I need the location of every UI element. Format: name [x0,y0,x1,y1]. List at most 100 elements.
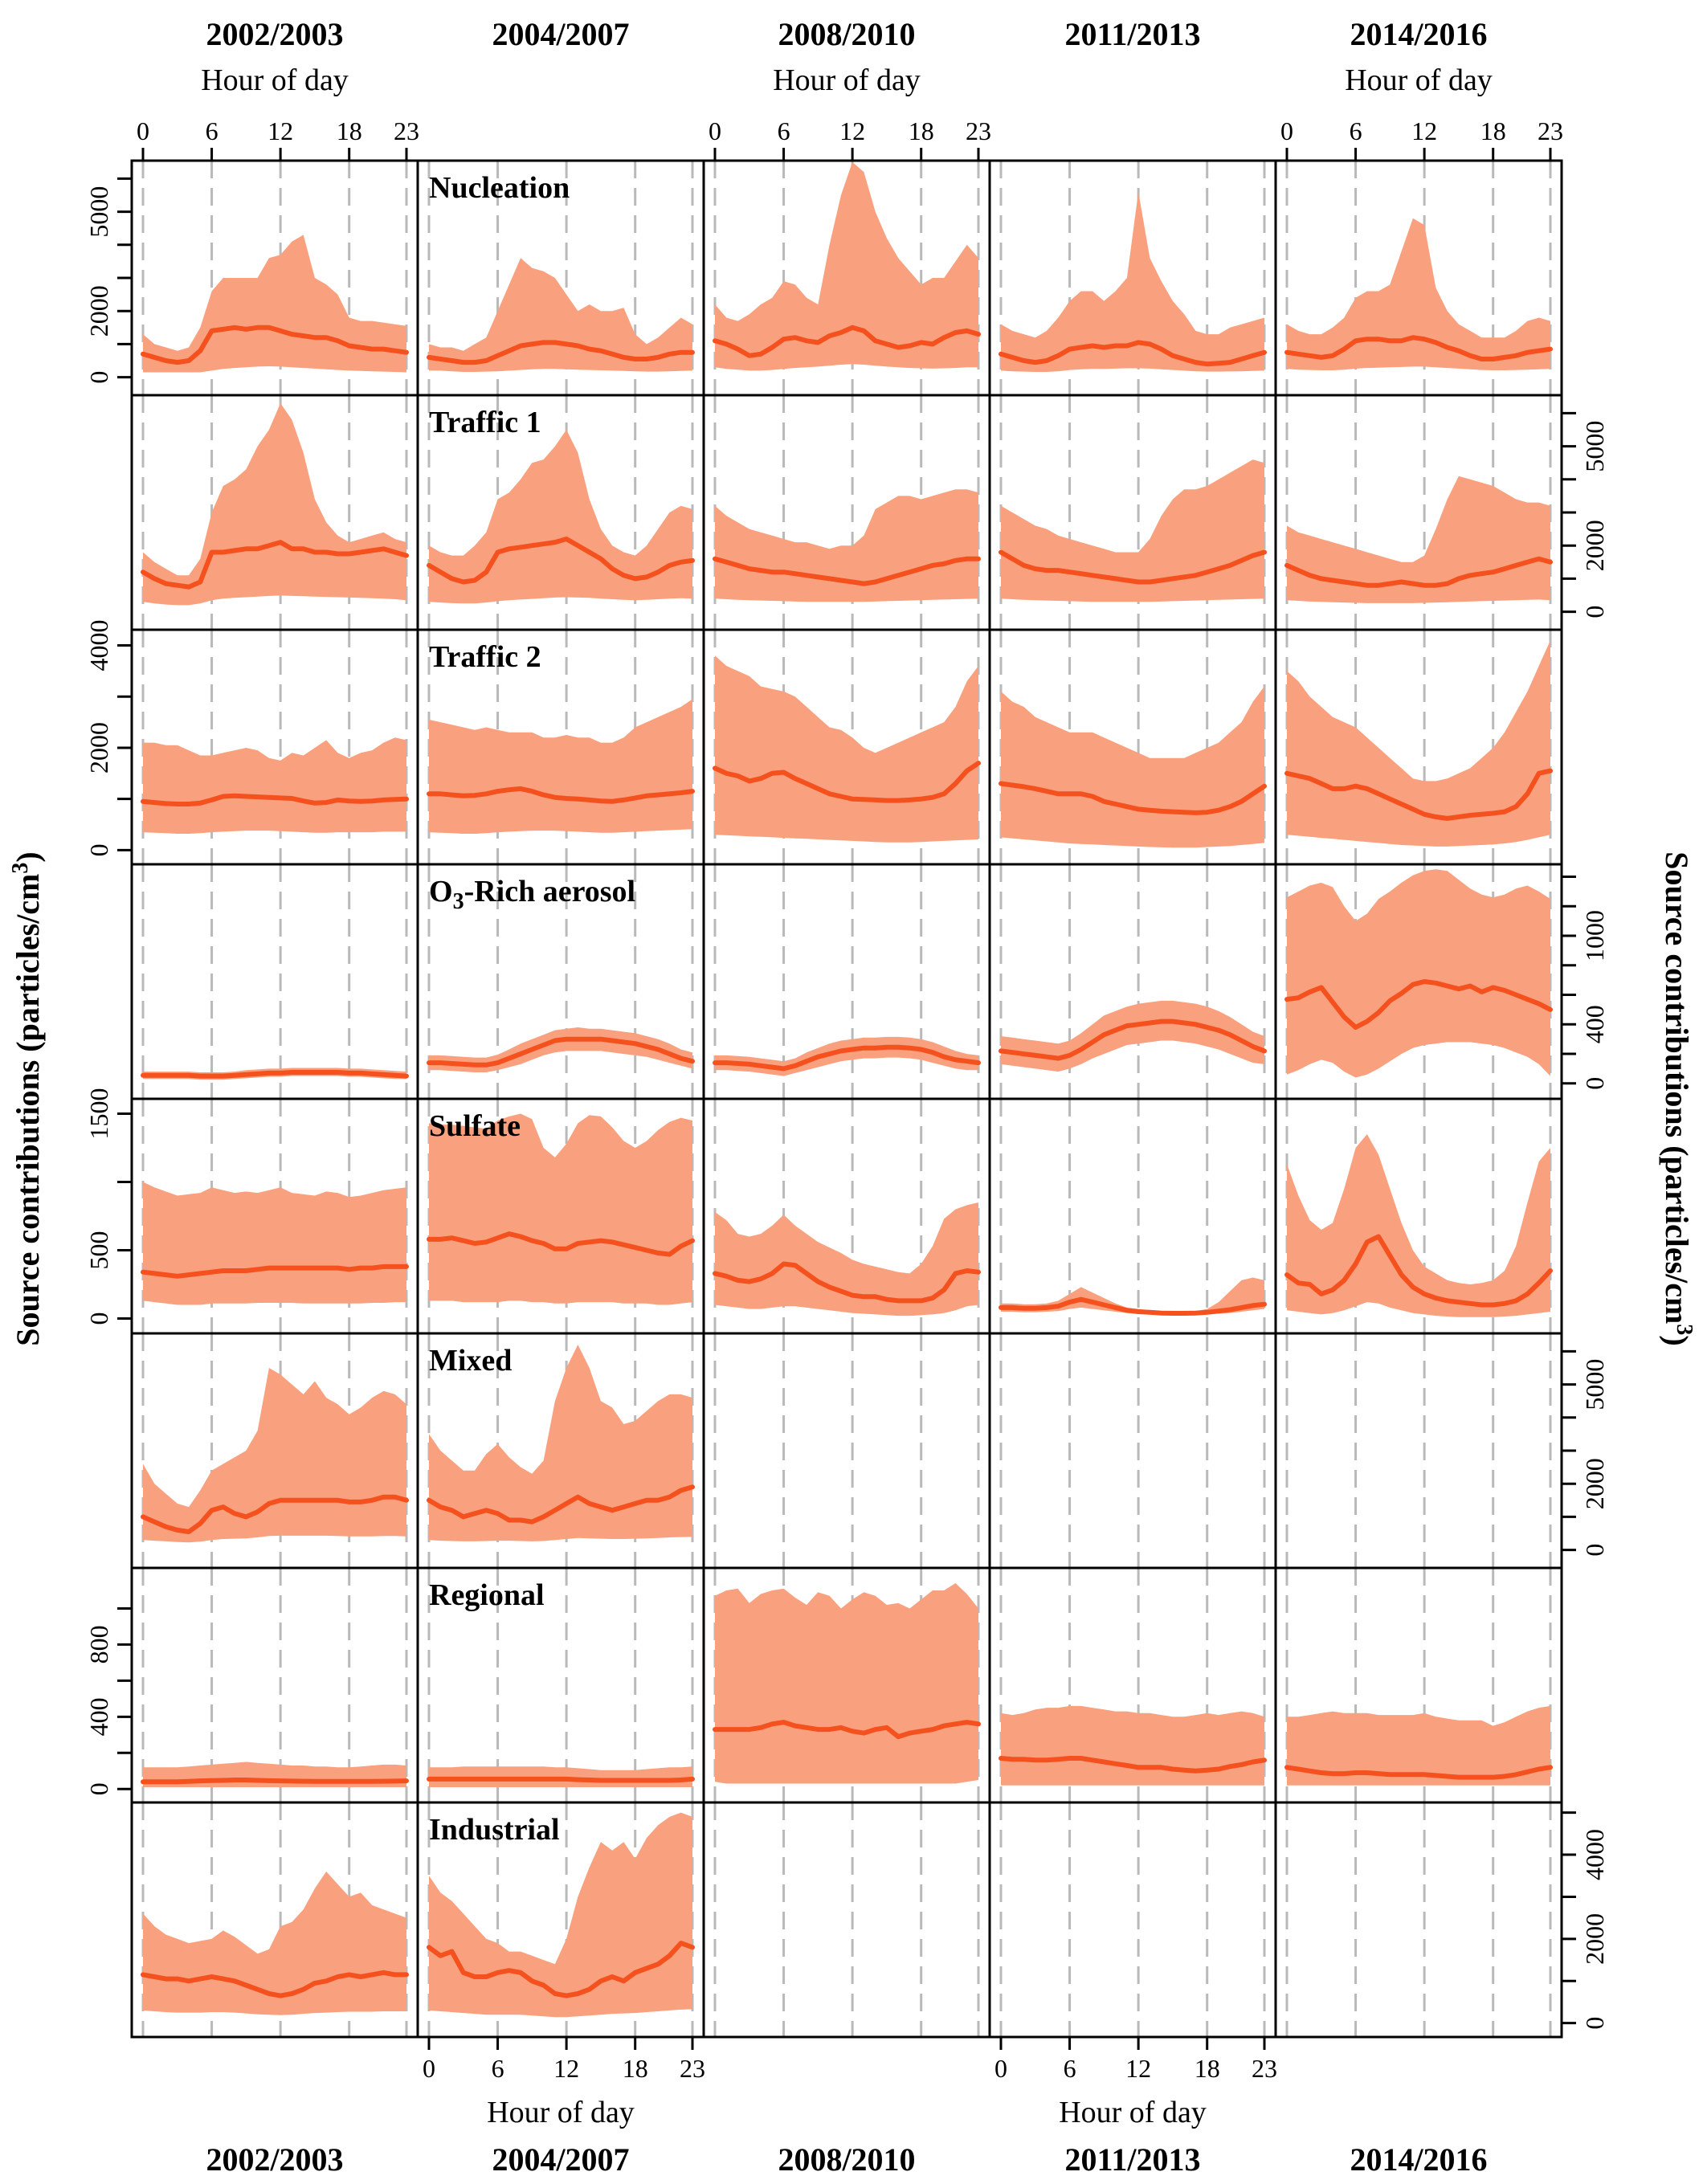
mean-line [1284,1234,1553,1308]
confidence-band [429,699,692,834]
mean-line [1284,556,1553,588]
x-tick-label: 23 [1252,2054,1277,2083]
confidence-band [715,1202,978,1317]
mean-line [427,786,695,804]
mean-line [141,1970,409,1998]
y-tick-label: 4000 [84,620,113,672]
mean-line [427,1484,695,1525]
x-tick-label: 18 [1195,2054,1220,2083]
period-title-bottom: 2004/2007 [492,2141,629,2178]
confidence-band [143,1368,406,1543]
y-tick-label: 5000 [1580,421,1609,472]
period-title-bottom: 2011/2013 [1065,2141,1201,2178]
source-label-main: Traffic 1 [429,406,541,439]
period-title-bottom: 2014/2016 [1350,2141,1487,2178]
y-tick-label: 2000 [1580,520,1609,571]
confidence-band [715,161,978,371]
source-label-main: Regional [429,1578,545,1612]
period-title-bottom: 2002/2003 [206,2141,343,2178]
confidence-band [143,737,406,834]
x-tick-label: 18 [1480,116,1506,145]
y-tick-label: 0 [84,1312,113,1325]
y-tick-label: 2000 [1580,1458,1609,1509]
x-tick-label: 23 [394,116,419,145]
confidence-band [1287,869,1550,1078]
y-tick-label: 5000 [84,186,113,238]
confidence-band [1001,686,1264,848]
y-tick-label: 4000 [1580,1829,1609,1880]
panel-frame [702,1332,991,1570]
period-title-top: 2008/2010 [778,16,915,52]
confidence-band [429,430,692,604]
y-tick-label: 0 [1580,1077,1609,1090]
mean-line [1284,1765,1553,1780]
source-label-rest: -Rich aerosol [464,875,636,908]
confidence-band [1287,640,1550,847]
x-tick-label: 23 [966,116,991,145]
confidence-band [429,258,692,372]
mean-line [427,537,695,585]
mean-line [713,1720,981,1740]
mean-line [141,325,409,365]
source-label: Mixed [429,1344,512,1378]
y-tick-label: 0 [1580,606,1609,618]
mean-line [427,340,695,365]
mean-line [141,1778,409,1785]
y-axis-title-right: Source contributions (particles/cm3) [1659,851,1697,1345]
confidence-band [1001,459,1264,602]
mean-line [1284,768,1553,821]
source-label: Industrial [429,1813,560,1847]
x-tick-label: 6 [1064,2054,1076,2083]
y-tick-label: 0 [84,843,113,856]
x-axis-title: Hour of day [773,63,921,97]
source-label-subscript: 3 [453,889,464,914]
period-title-top: 2004/2007 [492,16,629,52]
source-label-main: Mixed [429,1344,512,1378]
x-tick-label: 6 [206,116,218,145]
confidence-band [1001,1000,1264,1072]
confidence-band [1001,1705,1264,1786]
confidence-band [1287,1705,1550,1786]
confidence-band [1287,218,1550,370]
confidence-band [429,1113,692,1305]
mean-line [1284,979,1553,1030]
y-axis-title-left-text: Source contributions (particles/cm [10,874,46,1346]
source-label: Sulfate [429,1109,521,1143]
y-axis-title-right-sup: 3 [1672,1324,1697,1335]
x-tick-label: 12 [553,2054,579,2083]
mean-line [713,325,981,358]
source-label: Traffic 1 [429,406,541,439]
source-label: Traffic 2 [429,640,541,674]
confidence-band [1001,1277,1264,1316]
panel-frame [988,1332,1277,1570]
x-tick-label: 18 [337,116,362,145]
mean-line [713,761,981,803]
y-tick-label: 400 [84,1697,113,1736]
panel-frame [1274,1332,1563,1570]
mean-line [999,1296,1267,1316]
y-tick-label: 0 [1580,1544,1609,1557]
confidence-band [1001,191,1264,372]
mean-line [427,1941,695,1998]
y-axis-title-right-close: ) [1659,1335,1695,1345]
confidence-band [429,1812,692,2018]
mean-line [713,1261,981,1304]
y-axis-title-left: Source contributions (particles/cm3) [8,851,46,1345]
source-label-main: Sulfate [429,1109,521,1143]
x-tick-label: 0 [1280,116,1293,145]
mean-line [1284,335,1553,361]
x-tick-label: 0 [994,2054,1007,2083]
panels-layer: Nucleation Traffic 1 Traffic 2 O3-Rich aero… [141,161,1553,2037]
x-tick-label: 18 [909,116,934,145]
y-tick-label: 1000 [1580,910,1609,961]
x-tick-label: 0 [137,116,149,145]
x-tick-label: 6 [778,116,790,145]
mean-line [141,1494,409,1534]
x-axis-title: Hour of day [1345,63,1493,97]
y-tick-label: 2000 [1580,1913,1609,1965]
source-label-main: Industrial [429,1813,560,1847]
mean-line [713,1044,981,1072]
y-tick-label: 400 [1580,1005,1609,1043]
confidence-band [429,1345,692,1541]
